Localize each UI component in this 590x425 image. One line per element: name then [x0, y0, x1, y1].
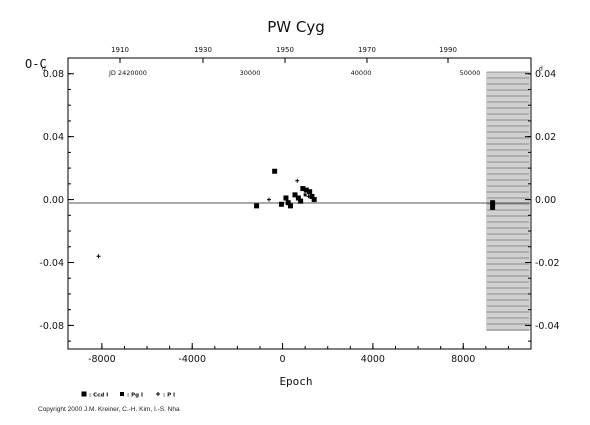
x-axis-label: Epoch: [279, 375, 312, 388]
y-right-tick-label: 0.04: [535, 69, 556, 80]
point-ccd: [287, 203, 293, 209]
point-ccd: [295, 195, 301, 201]
y-left-tick-label: 0.00: [43, 195, 64, 206]
top-year-label: 1910: [111, 46, 129, 54]
legend-marker-p: [156, 392, 160, 396]
y-right-tick-label: 0.00: [535, 195, 556, 206]
y-axis-left: 0.08 0.04 0.00 -0.04 -0.08 d: [39, 66, 74, 342]
point-ccd: [272, 168, 278, 174]
point-ccd: [309, 193, 315, 199]
point-ccd: [490, 200, 496, 206]
point-ccd: [307, 189, 313, 195]
point-p: [267, 197, 272, 202]
y-right-unit: d: [539, 66, 543, 73]
y-left-tick-label: 0.08: [43, 69, 64, 80]
point-p: [295, 178, 300, 183]
x-axis: -8000 -4000 0 4000 8000: [88, 343, 509, 365]
y-left-unit: d: [42, 66, 46, 73]
point-ccd: [285, 200, 291, 206]
y-right-tick-label: 0.02: [535, 132, 556, 143]
top-year-label: 1970: [358, 46, 376, 54]
legend-marker-pg: [120, 392, 124, 396]
point-ccd: [303, 187, 309, 193]
point-ccd: [311, 197, 317, 203]
x-tick-label: -8000: [88, 354, 116, 365]
top-year-label: 1930: [194, 46, 212, 54]
point-p: [96, 254, 101, 259]
legend-marker-ccd: [81, 391, 87, 397]
x-tick-label: -4000: [178, 354, 206, 365]
y-right-tick-label: -0.02: [535, 258, 560, 269]
chart-title: PW Cyg: [267, 18, 325, 36]
point-ccd: [292, 192, 298, 198]
legend-label: : Pg I: [127, 393, 143, 399]
point-ccd: [490, 204, 496, 210]
y-left-tick-label: -0.08: [39, 321, 64, 332]
top-axis: 1910 1930 1950 1970 1990 30000 40000 50000: [111, 46, 480, 77]
legend-label: : Ccd I: [89, 393, 108, 399]
top-jd-label: 30000: [240, 69, 261, 77]
point-ccd: [254, 203, 260, 209]
point-ccd: [300, 186, 306, 192]
point-ccd: [298, 198, 304, 204]
y-axis-label: O-C: [25, 57, 47, 71]
point-pg: [303, 193, 307, 197]
x-tick-label: 8000: [451, 354, 475, 365]
y-left-tick-label: -0.04: [39, 258, 64, 269]
copyright-text: Copyright 2000 J.M. Kreiner, C.-H. Kim, …: [38, 406, 180, 413]
top-jd-label: 50000: [460, 69, 481, 77]
jd-label: JD 2420000: [108, 69, 147, 77]
y-axis-right: 0.04 0.02 0.00 -0.02 -0.04 d: [525, 57, 560, 342]
data-points: [96, 168, 496, 259]
legend: : Ccd I : Pg I : P I: [81, 391, 175, 399]
point-ccd: [278, 201, 284, 207]
point-ccd: [283, 195, 289, 201]
y-right-tick-label: -0.04: [535, 321, 560, 332]
hatched-region: [486, 71, 530, 331]
point-p: [306, 194, 311, 199]
top-year-label: 1950: [276, 46, 294, 54]
x-tick-label: 0: [280, 354, 286, 365]
x-tick-label: 4000: [361, 354, 385, 365]
y-left-tick-label: 0.04: [43, 132, 64, 143]
legend-label: : P I: [163, 393, 175, 399]
top-year-label: 1990: [439, 46, 457, 54]
top-jd-label: 40000: [351, 69, 372, 77]
